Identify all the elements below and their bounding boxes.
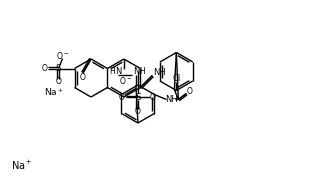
Text: O: O [56, 77, 61, 86]
Text: N: N [133, 67, 139, 77]
Text: O$^-$: O$^-$ [119, 74, 132, 85]
Text: Na$^+$: Na$^+$ [44, 87, 64, 98]
Text: O: O [187, 87, 192, 96]
Text: NH: NH [153, 68, 166, 77]
Text: H: H [109, 67, 115, 77]
Text: Na$^+$: Na$^+$ [11, 158, 33, 172]
Text: O: O [135, 108, 141, 116]
Text: NH: NH [165, 95, 178, 104]
Text: O: O [150, 92, 156, 101]
Text: Cl: Cl [172, 74, 181, 83]
Text: O: O [42, 64, 48, 73]
Text: H: H [139, 67, 145, 77]
Text: S: S [135, 92, 141, 101]
Text: N: N [115, 67, 121, 77]
Text: S: S [56, 64, 61, 73]
Text: O: O [80, 73, 86, 81]
Text: O$^-$: O$^-$ [56, 50, 69, 61]
Text: O: O [119, 92, 125, 101]
